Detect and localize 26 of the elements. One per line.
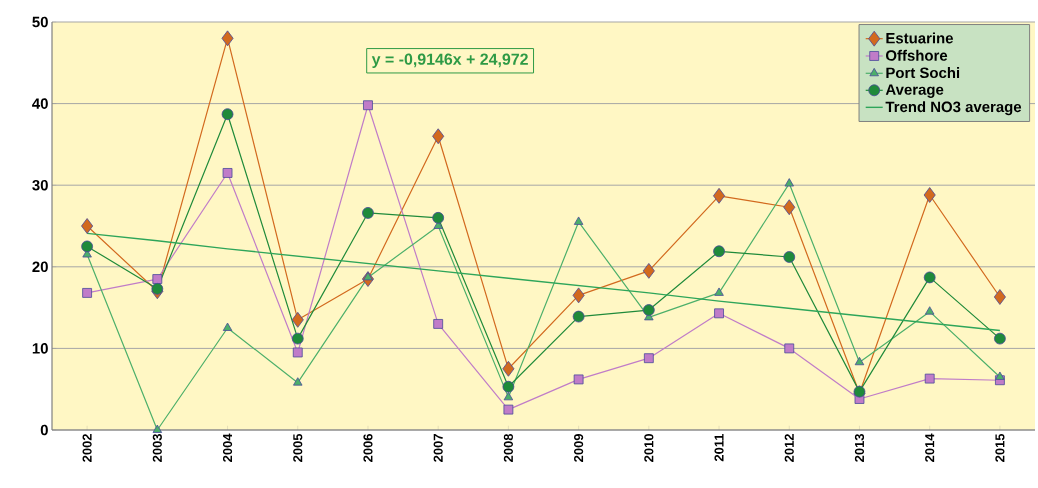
legend-label: Average — [885, 84, 944, 98]
x-tick-label: 2008 — [503, 433, 513, 462]
x-tick-label: 2004 — [222, 433, 233, 462]
x-tick-label: 2014 — [925, 433, 935, 462]
annotation: y = -0,9146x + 24,972 — [371, 53, 528, 68]
x-tick-label: 2003 — [152, 433, 162, 462]
x-tick-label: 2009 — [574, 434, 584, 462]
x-tick-label: 2005 — [293, 433, 303, 462]
y-tick-label: 0 — [40, 424, 48, 436]
x-tick-label: 2011 — [714, 433, 724, 462]
x-tick-label: 2007 — [433, 434, 443, 462]
y-tick-label: 10 — [32, 343, 48, 354]
y-tick-label: 50 — [32, 16, 48, 28]
x-tick-label: 2013 — [854, 433, 865, 462]
legend-label: Offshore — [886, 49, 948, 61]
y-tick-label: 20 — [32, 261, 48, 273]
legend-label: Estuarine — [886, 32, 953, 44]
x-tick-label: 2002 — [82, 434, 92, 462]
x-tick-label: 2010 — [644, 434, 654, 462]
x-tick-label: 2012 — [784, 434, 794, 462]
y-tick-label: 30 — [32, 179, 48, 191]
y-tick-label: 40 — [32, 98, 48, 109]
legend-label: Port Sochi — [886, 67, 960, 79]
legend-label: Trend NO3 average — [885, 101, 1022, 116]
x-tick-label: 2006 — [363, 433, 373, 462]
x-tick-label: 2015 — [995, 433, 1005, 462]
